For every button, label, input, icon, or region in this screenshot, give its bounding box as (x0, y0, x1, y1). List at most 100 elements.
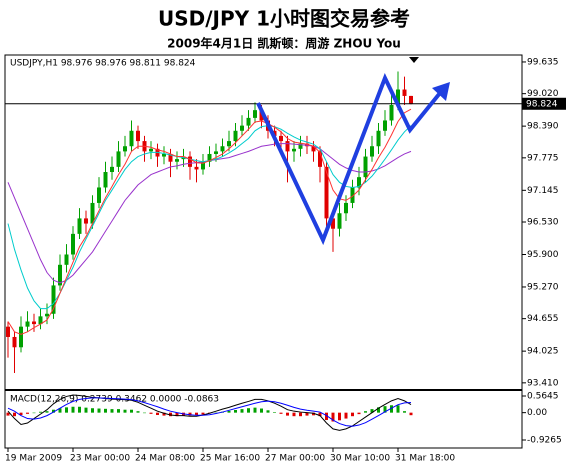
macd-histogram (84, 407, 88, 413)
macd-histogram (292, 412, 296, 417)
macd-histogram (279, 412, 283, 414)
candle-body (298, 143, 303, 149)
macd-histogram (52, 409, 55, 413)
macd-histogram (136, 411, 140, 413)
macd-histogram (39, 411, 42, 413)
macd-histogram (383, 406, 387, 413)
candle-body (331, 218, 335, 229)
candle-body (350, 187, 355, 203)
candle-body (45, 313, 49, 317)
candle-body (396, 89, 400, 106)
chart-title: USD/JPY 1小时图交易参考 (158, 7, 410, 31)
macd-histogram (357, 412, 361, 415)
y-tick-label: 97.145 (527, 186, 559, 196)
candle-body (97, 187, 101, 203)
candle-body (84, 218, 88, 224)
y-tick-label: 95.900 (527, 250, 559, 260)
macd-histogram (117, 409, 120, 413)
candle-body (175, 159, 179, 162)
macd-histogram (32, 412, 36, 414)
macd-histogram (169, 412, 172, 417)
candle-body (194, 166, 199, 170)
macd-histogram (156, 412, 159, 416)
macd-histogram (286, 412, 289, 416)
candle-body (370, 146, 374, 157)
candle-body (383, 120, 387, 131)
macd-histogram (312, 412, 315, 416)
candle-body (77, 218, 82, 234)
candle-body (207, 153, 212, 162)
candle-body (32, 321, 36, 325)
macd-histogram (253, 407, 257, 413)
candle-body (324, 166, 329, 219)
y-tick-label: 0.5645 (527, 392, 559, 402)
macd-histogram (266, 410, 270, 413)
candle-body (253, 110, 257, 118)
candle-body (129, 130, 134, 147)
candle-body (38, 316, 43, 325)
macd-histogram (143, 412, 146, 414)
macd-histogram (78, 406, 81, 413)
y-tick-label: 99.020 (527, 89, 559, 99)
macd-histogram (325, 412, 328, 421)
candle-body (376, 130, 381, 147)
y-tick-label: -0.9265 (527, 435, 562, 445)
candle-body (116, 151, 121, 167)
y-tick-label: 95.270 (527, 282, 559, 292)
candle-body (110, 166, 114, 173)
macd-histogram (240, 409, 244, 413)
candle-body (103, 172, 108, 188)
candle-body (220, 146, 225, 152)
candle-body (259, 110, 264, 121)
macd-histogram (45, 411, 49, 413)
candle-body (25, 321, 30, 327)
macd-histogram (97, 408, 101, 413)
chart-subtitle: 2009年4月1日 凯斯顿：周游 ZHOU You (167, 36, 401, 51)
candle-body (240, 125, 244, 131)
macd-histogram (247, 408, 250, 413)
candle-body (12, 336, 17, 348)
macd-histogram (26, 412, 29, 414)
macd-histogram (13, 412, 16, 417)
candle-body (363, 156, 368, 178)
x-tick-label: 27 Mar 00:00 (265, 454, 325, 464)
candle-body (64, 254, 69, 265)
y-tick-label: 96.530 (527, 218, 559, 228)
candle-body (58, 264, 62, 286)
price-label-box (522, 97, 566, 110)
candle-body (90, 202, 95, 224)
macd-histogram (214, 412, 218, 414)
x-tick-label: 30 Mar 10:00 (330, 454, 390, 464)
candle-body (123, 146, 127, 152)
candle-body (162, 153, 166, 157)
candle-body (227, 141, 231, 147)
candle-body (285, 141, 290, 152)
macd-histogram (273, 412, 276, 413)
candle-body (201, 161, 205, 170)
frame (4, 54, 523, 449)
y-tick-label: 99.635 (527, 57, 559, 67)
macd-line (7, 397, 412, 427)
candle-body (402, 89, 407, 96)
macd-histogram (344, 412, 348, 419)
shift-marker (409, 57, 419, 63)
macd-histogram (351, 412, 354, 417)
macd-histogram (377, 407, 380, 413)
macd-histogram (123, 409, 127, 413)
macd-histogram (403, 411, 406, 413)
macd-histogram (318, 412, 322, 417)
candle-body (149, 148, 153, 152)
candle-body (6, 326, 10, 337)
candle-body (51, 285, 56, 314)
macd-histogram (390, 405, 393, 413)
macd-histogram (305, 412, 309, 416)
macd-histogram (260, 408, 263, 413)
y-tick-label: 0.00 (527, 408, 547, 418)
macd-histogram (364, 411, 367, 413)
candle-body (344, 202, 348, 214)
macd-histogram (149, 412, 153, 414)
x-tick-label: 24 Mar 08:00 (135, 454, 195, 464)
candle-body (233, 130, 238, 142)
arrow-head (432, 82, 450, 101)
